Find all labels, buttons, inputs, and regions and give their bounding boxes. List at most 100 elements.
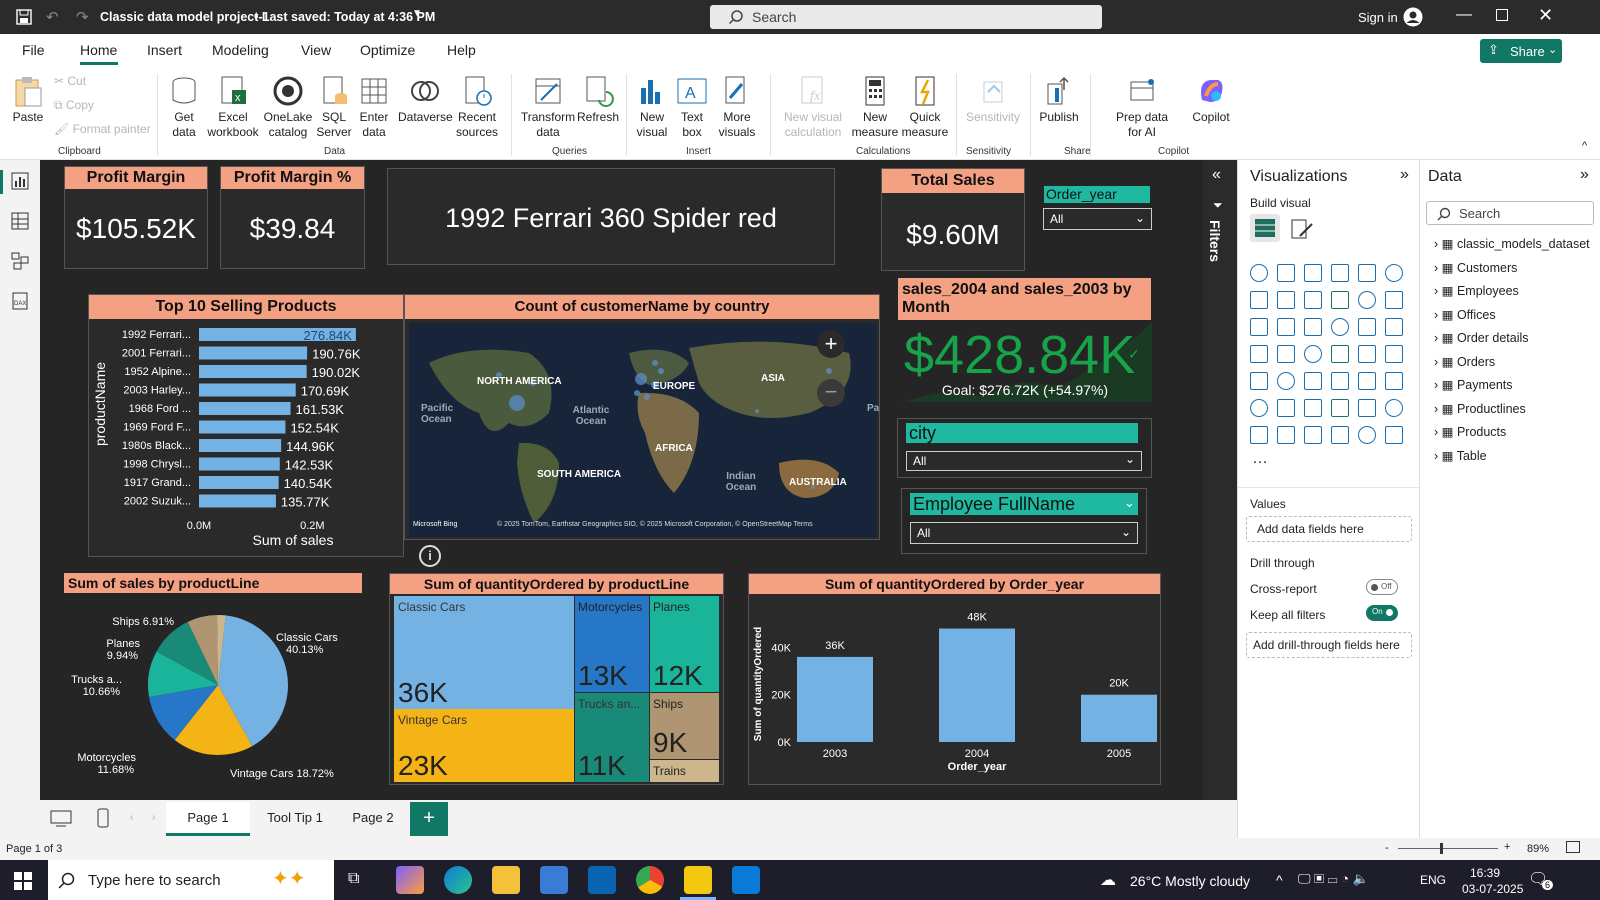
share-button[interactable]: ⇪ Share ⌄ bbox=[1480, 39, 1562, 63]
clock-time[interactable]: 16:39 bbox=[1470, 866, 1501, 880]
visual-type-icon[interactable] bbox=[1385, 291, 1403, 309]
visual-type-icon[interactable] bbox=[1358, 399, 1376, 417]
visual-type-icon[interactable] bbox=[1331, 264, 1349, 282]
data-table-item[interactable]: › ▦ Orders bbox=[1434, 354, 1495, 369]
visual-type-icon[interactable] bbox=[1385, 345, 1403, 363]
clock-date[interactable]: 03-07-2025 bbox=[1462, 882, 1524, 896]
collapse-right-icon[interactable]: » bbox=[1400, 166, 1409, 183]
dax-query-icon[interactable]: DAX bbox=[11, 292, 29, 310]
chevron-down-icon[interactable]: ⌄ bbox=[1124, 495, 1135, 510]
visual-type-icon[interactable] bbox=[1250, 345, 1268, 363]
visual-type-icon[interactable] bbox=[1277, 426, 1295, 444]
data-table-item[interactable]: › ▦ classic_models_dataset bbox=[1434, 236, 1590, 251]
build-visual-tab[interactable] bbox=[1250, 214, 1280, 242]
treemap-tile[interactable]: Ships 9K bbox=[650, 693, 719, 759]
table-view-icon[interactable] bbox=[11, 212, 29, 230]
page-tab-tooltip[interactable]: Tool Tip 1 bbox=[267, 810, 323, 825]
paste-button[interactable]: Paste bbox=[8, 68, 48, 125]
data-table-item[interactable]: › ▦ Productlines bbox=[1434, 401, 1526, 416]
more-icon[interactable]: … bbox=[1252, 450, 1268, 467]
data-table-item[interactable]: › ▦ Customers bbox=[1434, 260, 1517, 275]
treemap-visual[interactable]: Sum of quantityOrdered by productLine Cl… bbox=[389, 573, 724, 785]
treemap-tile[interactable]: Trains bbox=[650, 760, 719, 782]
world-map[interactable] bbox=[409, 323, 877, 537]
quick-measure-button[interactable]: Quick measure bbox=[900, 68, 950, 140]
visual-type-icon[interactable] bbox=[1250, 426, 1268, 444]
visual-type-icon[interactable] bbox=[1250, 372, 1268, 390]
system-tray-icons[interactable]: 🖵 ▣ ▭ ◔ 🔈 bbox=[1298, 871, 1369, 886]
zoom-in-button[interactable]: + bbox=[817, 330, 845, 358]
employee-dropdown[interactable]: All ⌄ bbox=[910, 522, 1138, 544]
visual-type-icon[interactable] bbox=[1277, 372, 1295, 390]
new-visual-button[interactable]: New visual bbox=[634, 68, 670, 140]
expand-left-icon[interactable]: « bbox=[1212, 166, 1221, 183]
city-dropdown[interactable]: All ⌄ bbox=[906, 451, 1142, 471]
transform-data-button[interactable]: Transform data bbox=[520, 68, 576, 140]
visual-type-icon[interactable] bbox=[1385, 372, 1403, 390]
visual-type-icon[interactable] bbox=[1277, 291, 1295, 309]
report-view-icon[interactable] bbox=[11, 172, 29, 190]
profit-margin-card[interactable]: Profit Margin $105.52K bbox=[64, 166, 208, 269]
zoom-slider[interactable] bbox=[1398, 848, 1498, 849]
visual-type-icon[interactable] bbox=[1250, 264, 1268, 282]
collapse-right-icon[interactable]: » bbox=[1580, 166, 1589, 183]
new-visual-calc-button[interactable]: fx New visual calculation bbox=[778, 68, 848, 140]
treemap-tile[interactable]: Planes 12K bbox=[650, 596, 719, 692]
keep-filters-toggle[interactable]: On bbox=[1366, 605, 1398, 621]
publish-button[interactable]: Publish bbox=[1034, 68, 1084, 125]
visual-type-icon[interactable] bbox=[1304, 426, 1322, 444]
zoom-out-icon[interactable]: - bbox=[1385, 842, 1389, 854]
get-data-button[interactable]: Get data bbox=[162, 68, 206, 140]
visual-type-icon[interactable] bbox=[1304, 345, 1322, 363]
visual-type-icon[interactable] bbox=[1331, 426, 1349, 444]
visual-type-icon[interactable] bbox=[1358, 372, 1376, 390]
chevron-down-icon[interactable]: ▼ bbox=[412, 8, 422, 19]
cross-report-toggle[interactable]: Off bbox=[1366, 579, 1398, 595]
visual-type-icon[interactable] bbox=[1277, 264, 1295, 282]
visual-type-icon[interactable] bbox=[1358, 426, 1376, 444]
data-search-input[interactable]: Search bbox=[1426, 201, 1594, 225]
last-saved[interactable]: • Last saved: Today at 4:36 PM bbox=[254, 10, 436, 24]
visual-type-icon[interactable] bbox=[1331, 318, 1349, 336]
tab-home[interactable]: Home bbox=[80, 42, 118, 58]
language-indicator[interactable]: ENG bbox=[1420, 873, 1447, 887]
visual-type-icon[interactable] bbox=[1250, 399, 1268, 417]
add-fields-well[interactable]: Add data fields here bbox=[1246, 516, 1412, 542]
more-visuals-button[interactable]: More visuals bbox=[714, 68, 760, 140]
top-product-card[interactable]: 1992 Ferrari 360 Spider red bbox=[387, 168, 835, 265]
visual-type-icon[interactable] bbox=[1250, 318, 1268, 336]
data-table-item[interactable]: › ▦ Order details bbox=[1434, 330, 1529, 345]
data-table-item[interactable]: › ▦ Employees bbox=[1434, 283, 1519, 298]
edge-icon[interactable] bbox=[444, 866, 472, 894]
tab-optimize[interactable]: Optimize bbox=[360, 42, 416, 58]
minimize-icon[interactable]: — bbox=[1456, 6, 1472, 23]
visual-type-icon[interactable] bbox=[1385, 399, 1403, 417]
visual-type-icon[interactable] bbox=[1277, 345, 1295, 363]
visual-type-icon[interactable] bbox=[1385, 426, 1403, 444]
employee-slicer[interactable]: Employee FullName ⌄ All ⌄ bbox=[901, 488, 1147, 554]
visual-type-icon[interactable] bbox=[1304, 291, 1322, 309]
collapse-ribbon-icon[interactable]: ^ bbox=[1582, 140, 1588, 152]
visual-type-icon[interactable] bbox=[1304, 318, 1322, 336]
tab-help[interactable]: Help bbox=[447, 42, 476, 58]
add-drill-through-well[interactable]: Add drill-through fields here bbox=[1246, 632, 1412, 658]
sensitivity-button[interactable]: Sensitivity bbox=[958, 68, 1028, 125]
text-box-button[interactable]: A Text box bbox=[674, 68, 710, 140]
new-measure-button[interactable]: New measure bbox=[850, 68, 900, 140]
format-painter-button[interactable]: 🖌 Format painter bbox=[54, 122, 151, 136]
prep-data-ai-button[interactable]: Prep data for AI bbox=[1112, 68, 1172, 140]
sql-server-button[interactable]: SQL Server bbox=[316, 68, 352, 140]
app-icon[interactable] bbox=[732, 866, 760, 894]
visual-type-icon[interactable] bbox=[1385, 264, 1403, 282]
data-table-item[interactable]: › ▦ Offices bbox=[1434, 307, 1496, 322]
outlook-icon[interactable] bbox=[588, 866, 616, 894]
zoom-in-icon[interactable]: + bbox=[1504, 841, 1511, 853]
windows-start-icon[interactable] bbox=[14, 872, 32, 890]
sign-in-link[interactable]: Sign in bbox=[1358, 10, 1398, 25]
top-products-chart[interactable]: Top 10 Selling Products 1992 Ferrari... 2… bbox=[88, 294, 404, 557]
total-sales-card[interactable]: Total Sales $9.60M bbox=[881, 168, 1025, 271]
copilot-taskbar-icon[interactable] bbox=[396, 866, 424, 894]
chrome-icon[interactable] bbox=[636, 866, 664, 894]
visual-type-icon[interactable] bbox=[1331, 345, 1349, 363]
data-table-item[interactable]: › ▦ Table bbox=[1434, 448, 1487, 463]
